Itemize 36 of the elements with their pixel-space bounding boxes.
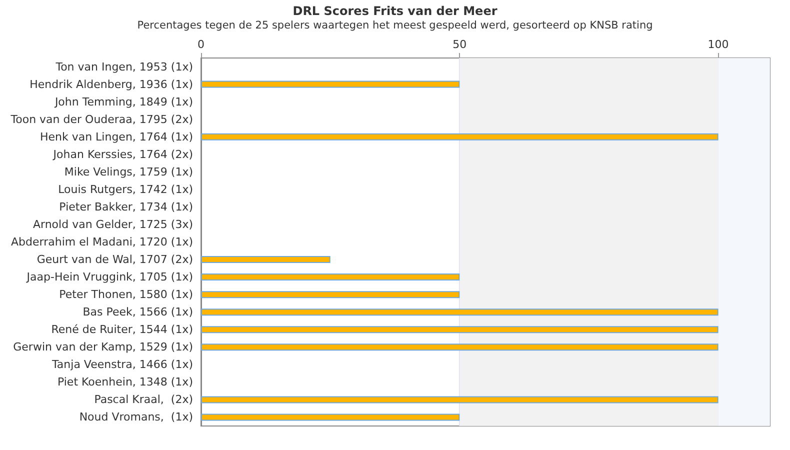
bar — [201, 414, 460, 421]
y-tick-label: Hendrik Aldenberg, 1936 (1x) — [30, 78, 193, 91]
y-tick-label: Abderrahim el Madani, 1720 (1x) — [11, 236, 193, 248]
bar — [201, 396, 718, 404]
y-tick-label: Johan Kerssies, 1764 (2x) — [52, 148, 193, 161]
y-tick-label: Geurt van de Wal, 1707 (2x) — [36, 253, 193, 266]
y-tick-label: Pieter Bakker, 1734 (1x) — [59, 200, 193, 214]
bar — [201, 274, 460, 281]
chart-subtitle: Percentages tegen de 25 spelers waartegen het meest gespeeld werd, gesorteerd op KNSB rating — [137, 20, 653, 32]
x-tick-label: 0 — [198, 38, 204, 51]
bar — [201, 133, 718, 140]
y-tick-label: Louis Rutgers, 1742 (1x) — [58, 182, 193, 196]
y-tick-label: Peter Thonen, 1580 (1x) — [59, 288, 193, 302]
bar — [201, 291, 460, 298]
bar — [201, 308, 718, 316]
y-tick-label: René de Ruiter, 1544 (1x) — [51, 323, 193, 336]
bar — [201, 344, 718, 351]
y-tick-label: Bas Peek, 1566 (1x) — [82, 306, 193, 319]
chart-title: DRL Scores Frits van der Meer — [292, 4, 498, 18]
y-tick-label: Piet Koenhein, 1348 (1x) — [57, 376, 193, 389]
bar — [201, 256, 330, 264]
y-tick-label: Tanja Veenstra, 1466 (1x) — [51, 358, 193, 372]
y-tick-label: Mike Velings, 1759 (1x) — [64, 165, 193, 178]
bar — [201, 326, 718, 334]
bar — [201, 80, 460, 88]
y-tick-label: Ton van Ingen, 1953 (1x) — [54, 60, 193, 74]
y-tick-label: Gerwin van der Kamp, 1529 (1x) — [13, 340, 193, 354]
y-tick-label: Henk van Lingen, 1764 (1x) — [40, 130, 193, 144]
y-tick-label: Toon van der Ouderaa, 1795 (2x) — [10, 112, 193, 126]
x-tick-label: 100 — [708, 38, 729, 51]
y-tick-label: Jaap-Hein Vruggink, 1705 (1x) — [26, 270, 193, 284]
y-tick-label: Noud Vromans, (1x) — [79, 410, 193, 424]
y-tick-label: John Temming, 1849 (1x) — [54, 95, 193, 108]
x-tick-label: 50 — [452, 38, 467, 51]
y-tick-label: Arnold van Gelder, 1725 (3x) — [32, 218, 193, 231]
y-tick-label: Pascal Kraal, (2x) — [94, 393, 193, 406]
